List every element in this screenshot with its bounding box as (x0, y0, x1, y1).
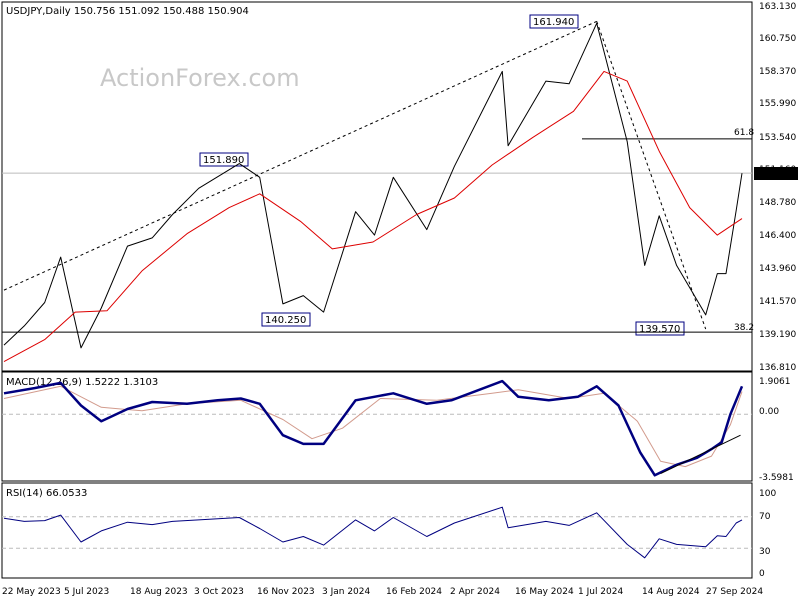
x-tick-label: 1 Jul 2024 (578, 587, 623, 597)
price-y-tick-label: 136.810 (759, 363, 796, 373)
annotation-label: 161.940 (533, 17, 574, 28)
price-y-tick-label: 163.130 (759, 2, 796, 12)
macd-y-axis: 1.9061 0.00 -3.5981 (759, 377, 794, 483)
macd-y-tick-label: 0.00 (759, 407, 779, 417)
macd-trendline (660, 434, 741, 474)
last-price-box (754, 167, 798, 180)
x-tick-label: 3 Jan 2024 (322, 587, 370, 597)
rsi-panel-frame (1, 482, 753, 579)
x-tick-label: 16 Feb 2024 (386, 587, 442, 597)
x-tick-label: 3 Oct 2023 (194, 587, 244, 597)
x-tick-label: 16 Nov 2023 (257, 587, 315, 597)
symbol-header: USDJPY,Daily 150.756 151.092 150.488 150… (6, 6, 249, 17)
price-panel-frame (1, 1, 753, 372)
x-tick-label: 2 Apr 2024 (450, 587, 500, 597)
price-y-tick-label: 139.190 (759, 330, 796, 340)
price-series-line (3, 22, 743, 349)
rsi-y-axis: 100 70 30 0 (759, 489, 776, 579)
x-tick-label: 16 May 2024 (515, 587, 574, 597)
macd-line (3, 379, 744, 477)
price-annotations: 161.940 151.890 140.250 139.570 61.8 38.… (199, 14, 754, 336)
annotation-139570: 139.570 (635, 321, 685, 336)
annotation-label: 139.570 (639, 324, 680, 335)
macd-panel-frame (1, 371, 753, 482)
annotation-label: 151.890 (203, 155, 244, 166)
price-y-tick-label: 146.400 (759, 231, 796, 241)
annotation-high-161940: 161.940 (529, 14, 579, 29)
last-price-label: 150.904 (758, 170, 795, 180)
plot-layer (2, 20, 752, 559)
rsi-y-tick-label: 30 (759, 547, 771, 557)
price-y-tick-label: 155.990 (759, 99, 796, 109)
price-y-tick-label: 160.750 (759, 34, 796, 44)
price-y-tick-label: 153.540 (759, 133, 796, 143)
price-channel-trendline (3, 20, 597, 291)
fib-retracement-line (596, 21, 707, 330)
annotation-label: 140.250 (265, 315, 306, 326)
rsi-header: RSI(14) 66.0533 (6, 488, 87, 499)
fib-618-label: 61.8 (734, 128, 754, 138)
price-y-tick-label: 141.570 (759, 297, 796, 307)
macd-y-tick-label: -3.5981 (759, 473, 794, 483)
macd-header: MACD(12,26,9) 1.5222 1.3103 (6, 377, 158, 388)
price-y-tick-label: 143.960 (759, 264, 796, 274)
fib-382-label: 38.2 (734, 323, 754, 333)
x-tick-label: 5 Jul 2023 (64, 587, 109, 597)
x-axis: 22 May 2023 5 Jul 2023 18 Aug 2023 3 Oct… (2, 587, 763, 597)
x-tick-label: 22 May 2023 (2, 587, 61, 597)
x-tick-label: 27 Sep 2024 (706, 587, 763, 597)
last-price-marker: 150.904 (754, 167, 798, 180)
price-y-tick-label: 148.780 (759, 198, 796, 208)
macd-y-tick-label: 1.9061 (759, 377, 791, 387)
rsi-line (3, 506, 743, 559)
rsi-y-tick-label: 0 (759, 569, 765, 579)
annotation-151890: 151.890 (199, 152, 249, 167)
price-y-tick-label: 158.370 (759, 67, 796, 77)
rsi-y-tick-label: 70 (759, 512, 771, 522)
x-tick-label: 14 Aug 2024 (642, 587, 700, 597)
sma-series-line (3, 70, 743, 363)
watermark: ActionForex.com (100, 64, 300, 92)
rsi-y-tick-label: 100 (759, 489, 776, 499)
annotation-140250: 140.250 (261, 312, 311, 327)
price-y-axis: 163.130 160.750 158.370 155.990 153.540 … (759, 2, 796, 373)
x-tick-label: 18 Aug 2023 (130, 587, 188, 597)
